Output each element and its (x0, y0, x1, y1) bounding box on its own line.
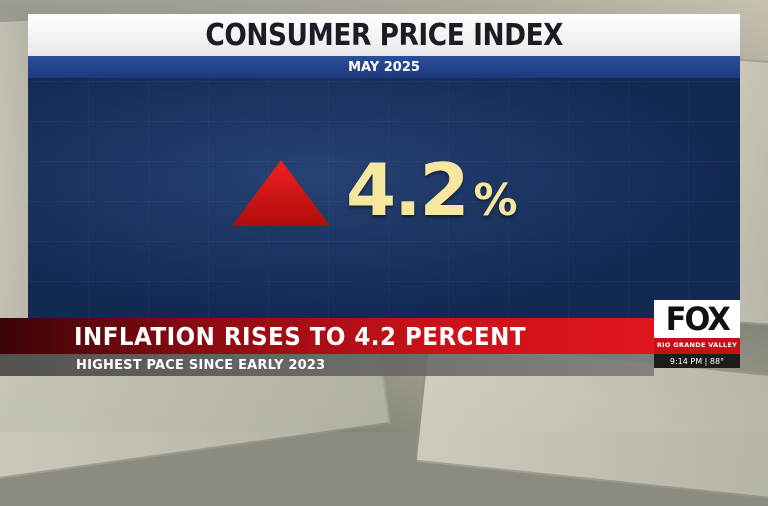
cpi-value: 4.2 (346, 148, 470, 232)
graphic-subtitle: MAY 2025 (348, 59, 420, 75)
time-temp: 9:14 PM | 88° (669, 356, 725, 366)
logo-top: FOX (654, 300, 740, 338)
up-triangle-icon (232, 160, 330, 226)
headline-bar: INFLATION RISES TO 4.2 PERCENT (0, 318, 654, 354)
graphic-title-bar: CONSUMER PRICE INDEX (28, 14, 740, 56)
market-name: RIO GRANDE VALLEY (656, 341, 738, 349)
percent-unit: % (473, 175, 518, 226)
graphic-panel: 4.2 % (28, 78, 740, 322)
graphic-subtitle-bar: MAY 2025 (28, 56, 740, 78)
time-temp-bar: 9:14 PM | 88° (654, 354, 740, 368)
graphic-title: CONSUMER PRICE INDEX (205, 17, 563, 53)
headline-text: INFLATION RISES TO 4.2 PERCENT (74, 321, 526, 351)
station-logo: FOX RIO GRANDE VALLEY (654, 300, 740, 354)
fox-logo-text: FOX (665, 300, 730, 338)
subheadline-text: HIGHEST PACE SINCE EARLY 2023 (76, 357, 326, 373)
cpi-value-display: 4.2 % (346, 148, 518, 248)
subheadline-bar: HIGHEST PACE SINCE EARLY 2023 (0, 354, 654, 376)
panel-texture (28, 78, 740, 322)
